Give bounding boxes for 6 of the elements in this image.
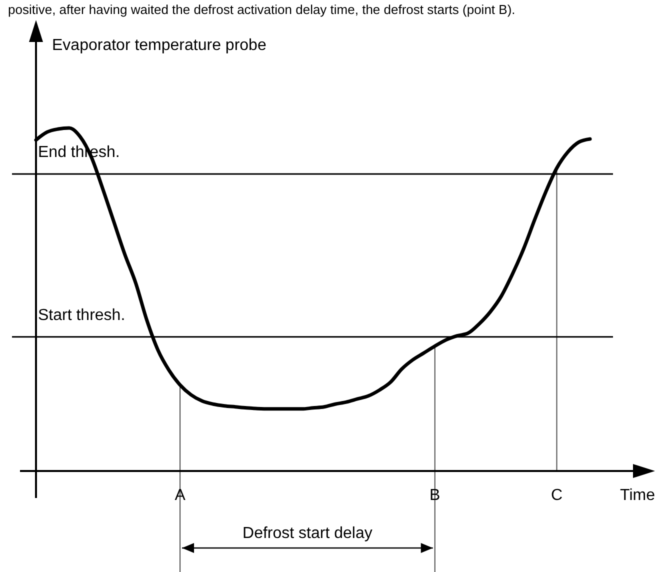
x-tick-label: C — [550, 487, 563, 504]
text: positive, after having waited the defrost activation delay time, the defrost starts (point B). — [8, 2, 516, 17]
ref-line-label: Start thresh. — [38, 306, 126, 324]
text: Defrost start delay — [242, 525, 372, 542]
x-axis-title: Time — [620, 487, 656, 504]
y-axis-title: Evaporator temperature probe — [52, 37, 266, 54]
